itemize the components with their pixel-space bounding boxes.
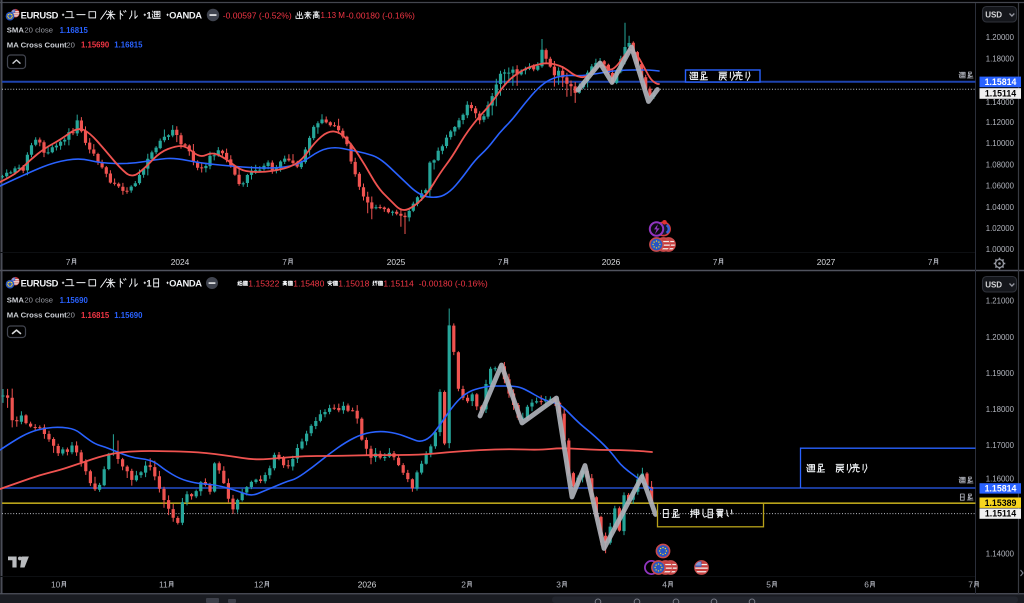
- svg-text:2026: 2026: [358, 580, 377, 590]
- svg-text:MA Cross Count: MA Cross Count: [7, 41, 67, 50]
- svg-text:1.20000: 1.20000: [986, 333, 1015, 342]
- svg-text:EURUSD: EURUSD: [21, 10, 59, 21]
- svg-text:1.16000: 1.16000: [986, 474, 1015, 483]
- svg-text:1.16815: 1.16815: [60, 26, 89, 35]
- svg-text:1.13 M: 1.13 M: [321, 11, 346, 20]
- svg-text:1.21000: 1.21000: [986, 297, 1015, 306]
- svg-text:2: 2: [461, 580, 466, 590]
- svg-text:USD: USD: [985, 280, 1002, 289]
- svg-text:2027: 2027: [817, 257, 836, 267]
- svg-text:7: 7: [713, 257, 718, 267]
- svg-text:2025: 2025: [387, 257, 406, 267]
- svg-text:1.12000: 1.12000: [986, 118, 1015, 127]
- svg-text:1.10000: 1.10000: [986, 139, 1015, 148]
- svg-text:20 close: 20 close: [24, 296, 53, 305]
- svg-text:1.16815: 1.16815: [81, 311, 110, 320]
- svg-text:7: 7: [282, 257, 287, 267]
- svg-text:1.14000: 1.14000: [986, 98, 1015, 107]
- svg-text:1.15480: 1.15480: [293, 279, 324, 289]
- svg-text:7: 7: [66, 257, 71, 267]
- svg-text:7: 7: [928, 257, 933, 267]
- svg-text:SMA: SMA: [7, 296, 25, 305]
- svg-text:1.08000: 1.08000: [986, 160, 1015, 169]
- svg-text:2026: 2026: [602, 257, 621, 267]
- svg-text:1.15114: 1.15114: [985, 89, 1016, 99]
- svg-text:1.02000: 1.02000: [986, 224, 1015, 233]
- svg-text:1.14000: 1.14000: [986, 550, 1015, 559]
- svg-text:1.15690: 1.15690: [114, 311, 143, 320]
- svg-text:OANDA: OANDA: [169, 278, 202, 289]
- svg-text:7: 7: [498, 257, 503, 267]
- svg-text:1.15389: 1.15389: [985, 498, 1017, 508]
- svg-text:1.19000: 1.19000: [986, 369, 1015, 378]
- svg-text:1.17000: 1.17000: [986, 441, 1015, 450]
- svg-text:SMA: SMA: [7, 26, 25, 35]
- svg-text:6: 6: [864, 580, 869, 590]
- svg-text:EURUSD: EURUSD: [21, 278, 59, 289]
- svg-text:1: 1: [146, 10, 151, 21]
- svg-text:-0.00180 (-0.16%): -0.00180 (-0.16%): [419, 278, 488, 288]
- svg-text:1.15690: 1.15690: [60, 296, 89, 305]
- svg-text:OANDA: OANDA: [169, 10, 202, 21]
- svg-text:1.15814: 1.15814: [985, 484, 1017, 494]
- svg-text:1.15814: 1.15814: [985, 77, 1017, 87]
- svg-text:1.20000: 1.20000: [986, 33, 1015, 42]
- svg-text:1.15690: 1.15690: [81, 41, 110, 50]
- svg-text:1.15114: 1.15114: [985, 509, 1016, 519]
- svg-text:MA Cross Count: MA Cross Count: [7, 311, 67, 320]
- svg-text:1.16815: 1.16815: [114, 41, 143, 50]
- svg-text:11: 11: [159, 580, 168, 590]
- svg-text:1.15114: 1.15114: [383, 279, 414, 289]
- svg-text:20: 20: [66, 41, 75, 50]
- svg-text:1.06000: 1.06000: [986, 182, 1015, 191]
- svg-text:5: 5: [766, 580, 771, 590]
- svg-text:4: 4: [662, 580, 667, 590]
- svg-text:1: 1: [146, 278, 151, 289]
- svg-text:7: 7: [968, 580, 973, 590]
- svg-text:1.04000: 1.04000: [986, 203, 1015, 212]
- svg-text:-0.00597 (-0.52%): -0.00597 (-0.52%): [223, 10, 292, 20]
- svg-text:1.18000: 1.18000: [986, 405, 1015, 414]
- svg-text:3: 3: [556, 580, 561, 590]
- svg-text:12: 12: [254, 580, 264, 590]
- svg-text:20: 20: [66, 311, 75, 320]
- svg-text:1.15018: 1.15018: [338, 279, 369, 289]
- svg-text:-0.00180 (-0.16%): -0.00180 (-0.16%): [346, 10, 415, 20]
- svg-text:1.18000: 1.18000: [986, 54, 1015, 63]
- svg-text:20 close: 20 close: [24, 26, 53, 35]
- svg-text:1.15322: 1.15322: [248, 279, 279, 289]
- svg-text:USD: USD: [985, 10, 1002, 19]
- svg-text:2024: 2024: [171, 257, 190, 267]
- svg-text:10: 10: [51, 580, 61, 590]
- svg-text:1.00000: 1.00000: [986, 245, 1015, 254]
